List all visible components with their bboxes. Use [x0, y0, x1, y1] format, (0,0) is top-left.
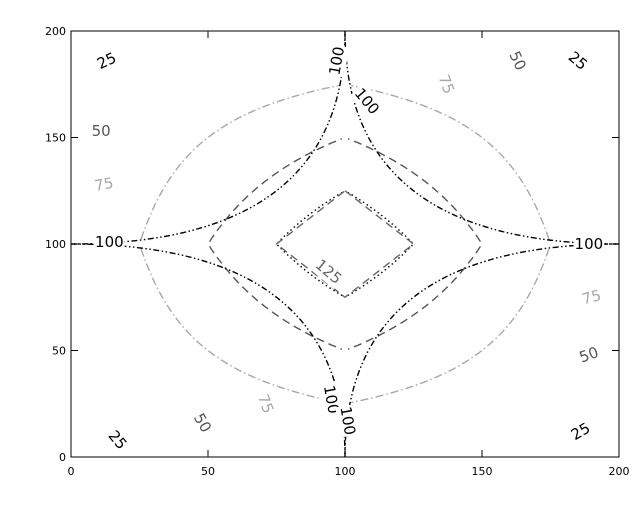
y-tick-label: 200: [45, 25, 66, 38]
contour-label-backdrop: [91, 172, 117, 197]
contour-25-corner: [345, 190, 413, 244]
y-tick-label: 150: [45, 132, 66, 145]
x-axis: 0 50 100 150 200: [68, 31, 630, 478]
contour-label-backdrop: [566, 417, 595, 446]
contour-50-corner: [209, 138, 343, 242]
contour-label-backdrop: [335, 403, 361, 438]
contour-label-50: 50: [505, 48, 529, 73]
contour-level-125: [275, 189, 415, 299]
contour-level-50: [209, 138, 481, 350]
contour-label-100: 100: [95, 233, 124, 251]
contour-level-25: [277, 190, 413, 298]
x-tick-label: 200: [609, 465, 630, 478]
contour-level-100: [70, 30, 620, 458]
contour-label-backdrop: [103, 425, 133, 455]
contour-label-25: 25: [565, 48, 591, 74]
contour-label-75: 75: [580, 286, 603, 308]
contour-label-100: 100: [336, 405, 359, 436]
contour-50-corner: [347, 246, 481, 350]
x-tick-label: 150: [472, 465, 493, 478]
contour-50-corner: [347, 138, 481, 242]
contour-label-25: 25: [105, 427, 131, 453]
contour-label-backdrop: [575, 341, 603, 368]
plot-frame: [70, 30, 620, 458]
contour-label-backdrop: [90, 121, 112, 142]
contour-label-backdrop: [324, 43, 350, 78]
contour-100-branch: [70, 30, 346, 245]
contour-label-backdrop: [92, 47, 121, 75]
contour-label-backdrop: [252, 390, 279, 418]
contour-label-backdrop: [433, 70, 460, 98]
x-tick-label: 100: [335, 465, 356, 478]
contour-level-75: [140, 84, 550, 404]
contour-label-125: 125: [312, 256, 346, 288]
contour-label-75: 75: [254, 392, 277, 416]
contour-label-50: 50: [577, 343, 601, 366]
contour-label-75: 75: [435, 72, 458, 96]
contour-label-backdrop: [573, 234, 605, 254]
contour-25-corner: [345, 244, 413, 298]
contour-label-100: 100: [351, 85, 383, 119]
contour-label-backdrop: [563, 46, 593, 76]
contour-25-corner: [277, 190, 345, 244]
contour-label-backdrop: [349, 83, 385, 120]
contour-lines: [70, 30, 620, 458]
y-axis: 0 50 100 150 200: [45, 25, 619, 464]
contour-label-25: 25: [568, 419, 594, 444]
contour-label-backdrop: [578, 284, 605, 310]
contour-label-25: 25: [94, 49, 119, 73]
contour-label-50: 50: [190, 410, 215, 436]
contour-75-corner: [140, 84, 339, 240]
x-tick-label: 50: [201, 465, 215, 478]
contour-75-corner: [140, 248, 339, 404]
contour-label-75: 75: [93, 174, 115, 195]
contour-label-backdrop: [94, 231, 125, 252]
y-tick-label: 50: [52, 345, 66, 358]
contour-75-corner: [351, 248, 550, 404]
contour-100-branch: [344, 243, 620, 458]
y-tick-label: 100: [45, 238, 66, 251]
contour-label-50: 50: [92, 122, 111, 140]
contour-125-diamond: [275, 189, 415, 299]
contour-25-corner: [277, 244, 345, 298]
x-tick-label: 0: [68, 465, 75, 478]
contour-label-100: 100: [325, 45, 348, 76]
contour-label-backdrop: [504, 47, 532, 75]
contour-label-backdrop: [310, 254, 347, 290]
contour-label-100: 100: [575, 235, 604, 253]
y-tick-label: 0: [59, 451, 66, 464]
contour-100-branch: [344, 30, 620, 245]
contour-label-backdrop: [188, 408, 217, 438]
